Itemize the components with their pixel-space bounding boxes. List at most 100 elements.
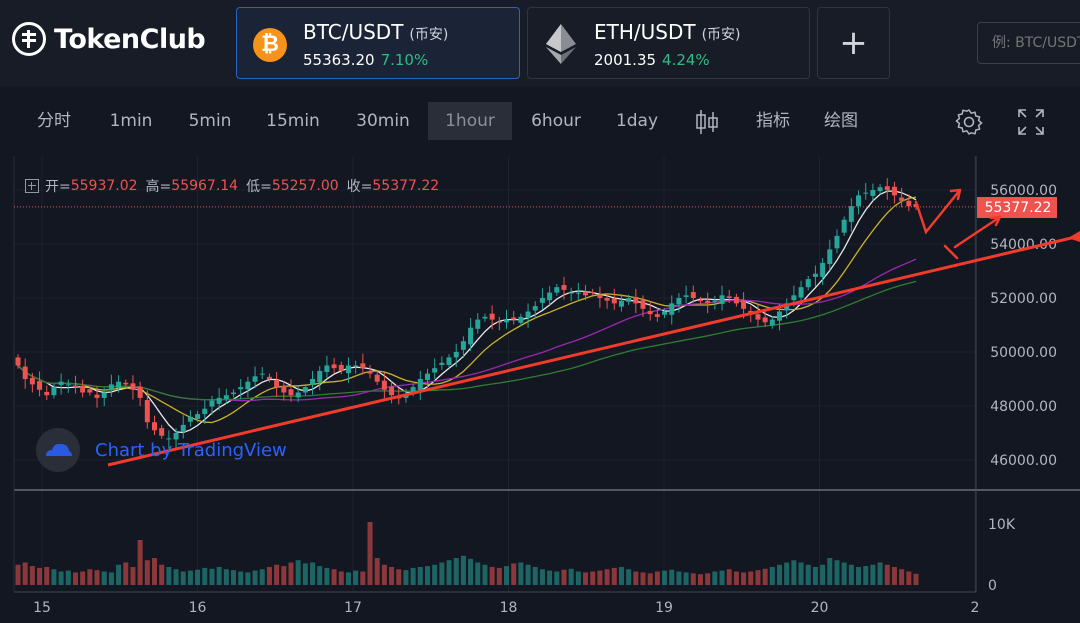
volume-bar	[101, 571, 107, 585]
candle-body	[834, 235, 840, 249]
volume-bar	[676, 571, 682, 585]
candlestick-type-icon[interactable]	[694, 108, 720, 136]
close-label: 收=	[346, 179, 373, 195]
volume-bar	[338, 571, 344, 585]
volume-bar	[496, 567, 502, 585]
volume-bar	[223, 569, 229, 585]
volume-bar	[899, 569, 905, 585]
candle-body	[195, 414, 201, 419]
volume-bar	[719, 570, 725, 585]
pair-exchange: (币安)	[701, 27, 741, 43]
tradingview-watermark[interactable]: Chart by TradingView	[36, 428, 287, 472]
time-tick-label: 17	[344, 600, 362, 616]
pair-tab-btc-usdt[interactable]: ₿ BTC/USDT (币安) 55363.20 7.10%	[236, 7, 520, 79]
draw-button[interactable]: 绘图	[824, 111, 858, 131]
candle-body	[884, 186, 890, 190]
arrow-drawings[interactable]	[914, 188, 1002, 260]
volume-bar	[583, 572, 589, 585]
pair-tab-eth-usdt[interactable]: ETH/USDT (币安) 2001.35 4.24%	[527, 7, 810, 79]
interval-tab-timeline[interactable]: 分时	[37, 111, 71, 131]
candle-body	[252, 376, 258, 382]
volume-bar	[374, 558, 380, 585]
search-input[interactable]	[977, 22, 1080, 64]
volume-bar	[748, 571, 754, 585]
tradingview-cloud-icon	[36, 428, 80, 472]
volume-bar	[108, 572, 114, 585]
candle-body	[769, 319, 775, 326]
interval-tab-1day[interactable]: 1day	[615, 111, 659, 131]
expand-legend-icon[interactable]	[25, 179, 39, 193]
volume-bar	[245, 572, 251, 585]
interval-tab-1min[interactable]: 1min	[109, 111, 153, 131]
settings-gear-icon[interactable]	[955, 108, 983, 136]
candle-body	[583, 291, 589, 296]
volume-bar	[389, 567, 395, 585]
interval-tab-30min[interactable]: 30min	[356, 111, 410, 131]
volume-bar	[654, 571, 660, 585]
candle-body	[94, 394, 100, 398]
candle-body	[389, 386, 395, 396]
candle-body	[504, 319, 510, 323]
candle-body	[338, 364, 344, 371]
candle-body	[676, 298, 682, 305]
candle-body	[274, 380, 280, 388]
volume-bar	[195, 569, 201, 585]
chart-toolbar: 分时 1min 5min 15min 30min 1hour 6hour 1da…	[0, 86, 1080, 156]
volume-bar	[180, 571, 186, 585]
volume-bar	[618, 567, 624, 585]
interval-tab-15min[interactable]: 15min	[266, 111, 320, 131]
candle-body	[597, 294, 603, 298]
candle-body	[899, 197, 905, 201]
volume-bar	[274, 564, 280, 585]
candle-body	[187, 416, 193, 422]
volume-bar	[331, 569, 337, 585]
interval-tab-5min[interactable]: 5min	[188, 111, 232, 131]
trendline-drawing[interactable]	[107, 231, 1080, 467]
logo-text: TokenClub	[54, 23, 206, 55]
volume-bar	[812, 567, 818, 585]
candle-body	[166, 438, 172, 440]
volume-bar	[58, 571, 64, 585]
candle-body	[180, 424, 186, 432]
candle-body	[44, 391, 50, 396]
volume-bar	[690, 573, 696, 585]
volume-bar	[547, 570, 553, 585]
indicators-button[interactable]: 指标	[756, 111, 790, 131]
candle-body	[712, 300, 718, 302]
candle-body	[554, 287, 560, 293]
volume-bar	[791, 560, 797, 585]
volume-bar	[15, 564, 21, 585]
candle-body	[245, 381, 251, 390]
time-axis-labels: 15 16 17 18 19 20 2	[33, 600, 979, 616]
volume-bar	[647, 573, 653, 585]
candle-body	[288, 389, 294, 396]
interval-tab-1hour[interactable]: 1hour	[428, 102, 512, 140]
candle-body	[65, 384, 71, 386]
volume-bar	[87, 569, 93, 585]
interval-tab-6hour[interactable]: 6hour	[531, 111, 581, 131]
candle-body	[281, 386, 287, 393]
candle-body	[22, 366, 28, 379]
last-price-label: 55377.22	[985, 200, 1052, 216]
volume-bar	[475, 562, 481, 585]
volume-bar	[884, 564, 890, 585]
candle-body	[266, 376, 272, 379]
candle-body	[51, 387, 57, 396]
tokenclub-logo[interactable]: TokenClub	[12, 22, 206, 56]
add-pair-button[interactable]: +	[817, 7, 890, 79]
volume-bar	[870, 564, 876, 585]
volume-bar	[202, 567, 208, 585]
price-chart[interactable]: 56000.00 54000.00 52000.00 50000.00 48000.00…	[0, 156, 1080, 623]
fullscreen-icon[interactable]	[1017, 108, 1045, 136]
candle-body	[475, 319, 481, 329]
volume-bar	[913, 573, 919, 585]
volume-bar	[561, 569, 567, 585]
volume-bar	[863, 566, 869, 585]
price-tick-label: 52000.00	[990, 291, 1057, 307]
volume-bar	[65, 570, 71, 585]
volume-bar	[460, 555, 466, 585]
candle-body	[317, 370, 323, 383]
tokenclub-logo-icon	[12, 22, 46, 56]
candle-body	[238, 387, 244, 390]
volume-bar	[345, 572, 351, 585]
